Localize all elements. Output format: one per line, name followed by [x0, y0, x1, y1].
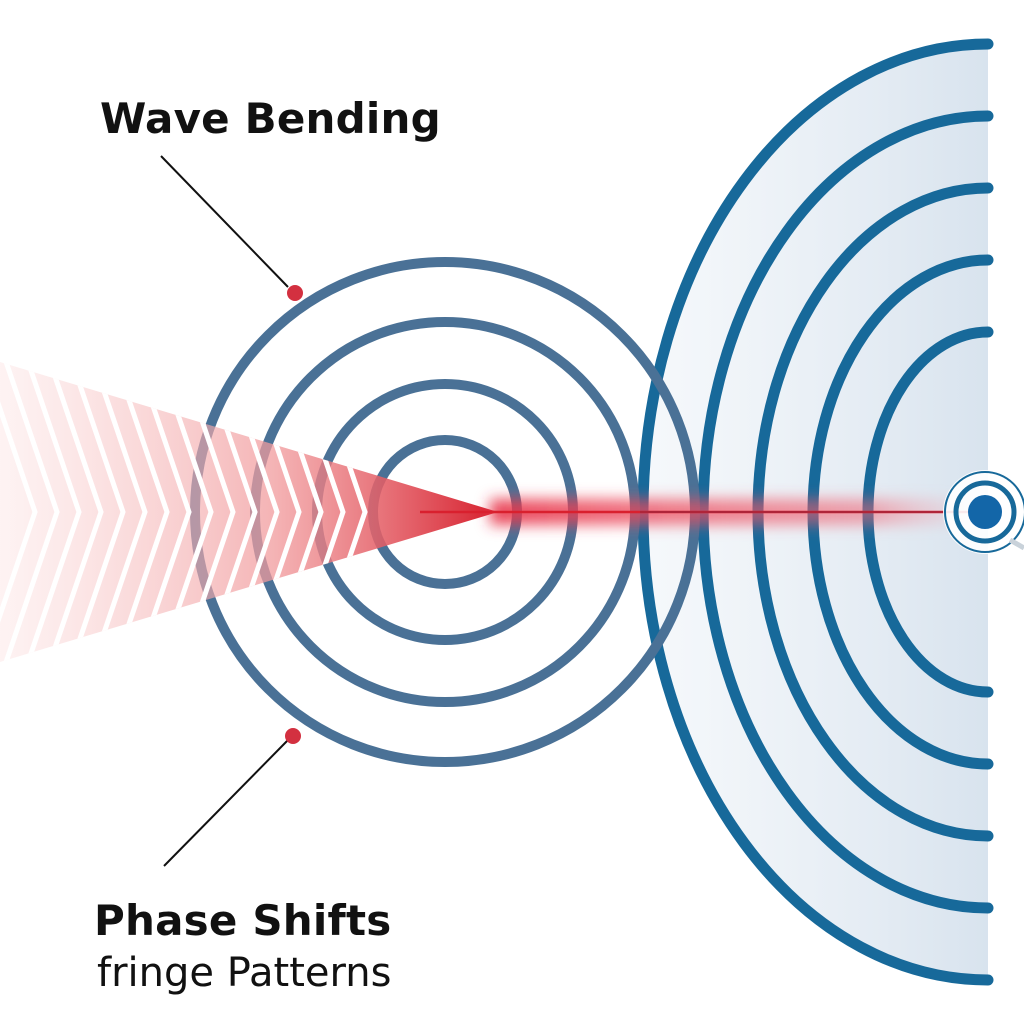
beam-axis	[420, 499, 975, 525]
chevron-stripe	[87, 362, 148, 662]
phase-shifts-callout	[163, 728, 301, 867]
target-source-icon	[943, 470, 1024, 554]
chevron-stripe	[65, 362, 126, 662]
chevron-stripe	[21, 362, 82, 662]
fringe-patterns-label: fringe Patterns	[97, 950, 392, 996]
chevron-stripe	[43, 362, 104, 662]
chevron-stripe	[0, 362, 38, 662]
chevron-stripe	[109, 362, 170, 662]
wave-bending-label: Wave Bending	[100, 94, 441, 143]
red-dot-marker-icon	[285, 728, 301, 744]
red-dot-marker-icon	[287, 285, 303, 301]
phase-shifts-label: Phase Shifts	[94, 896, 392, 945]
wave-bending-callout	[160, 155, 303, 301]
chevron-stripe	[0, 362, 60, 662]
